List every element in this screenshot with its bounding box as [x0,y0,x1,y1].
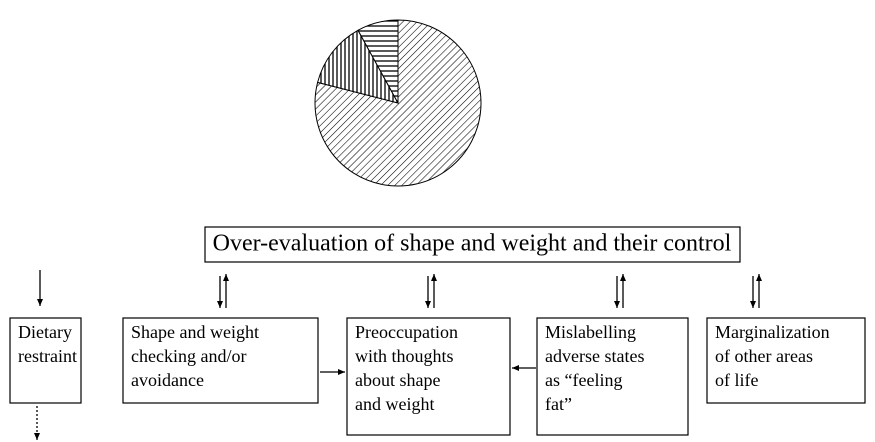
box [9,317,82,404]
box-text: adverse states [545,346,644,366]
pie [314,19,482,187]
box-text: about shape [355,370,440,390]
box-text: Shape and weight [131,322,259,342]
pie-slice [316,29,399,104]
box [122,317,319,404]
title: Over-evaluation of shape and weight and … [213,231,732,257]
box-text: avoidance [131,370,204,390]
box-text: Marginalization [715,322,830,342]
box [706,317,866,404]
box-text: checking and/or [131,346,246,366]
box-text: of life [715,370,758,390]
box-text: restraint [18,346,77,366]
box-text: and weight [355,394,434,414]
box [346,317,511,436]
box-text: as “feeling [545,370,622,390]
box-text: Dietary [18,322,72,342]
box-text: with thoughts [355,346,454,366]
box [536,317,689,436]
double-arrow [217,274,762,308]
pie-slice [314,19,482,187]
title-box [204,226,741,263]
pie-slice [357,19,399,104]
box-text: Mislabelling [545,322,636,342]
box-text: fat” [545,394,572,414]
box-text: Preoccupation [355,322,458,342]
box-text: of other areas [715,346,813,366]
